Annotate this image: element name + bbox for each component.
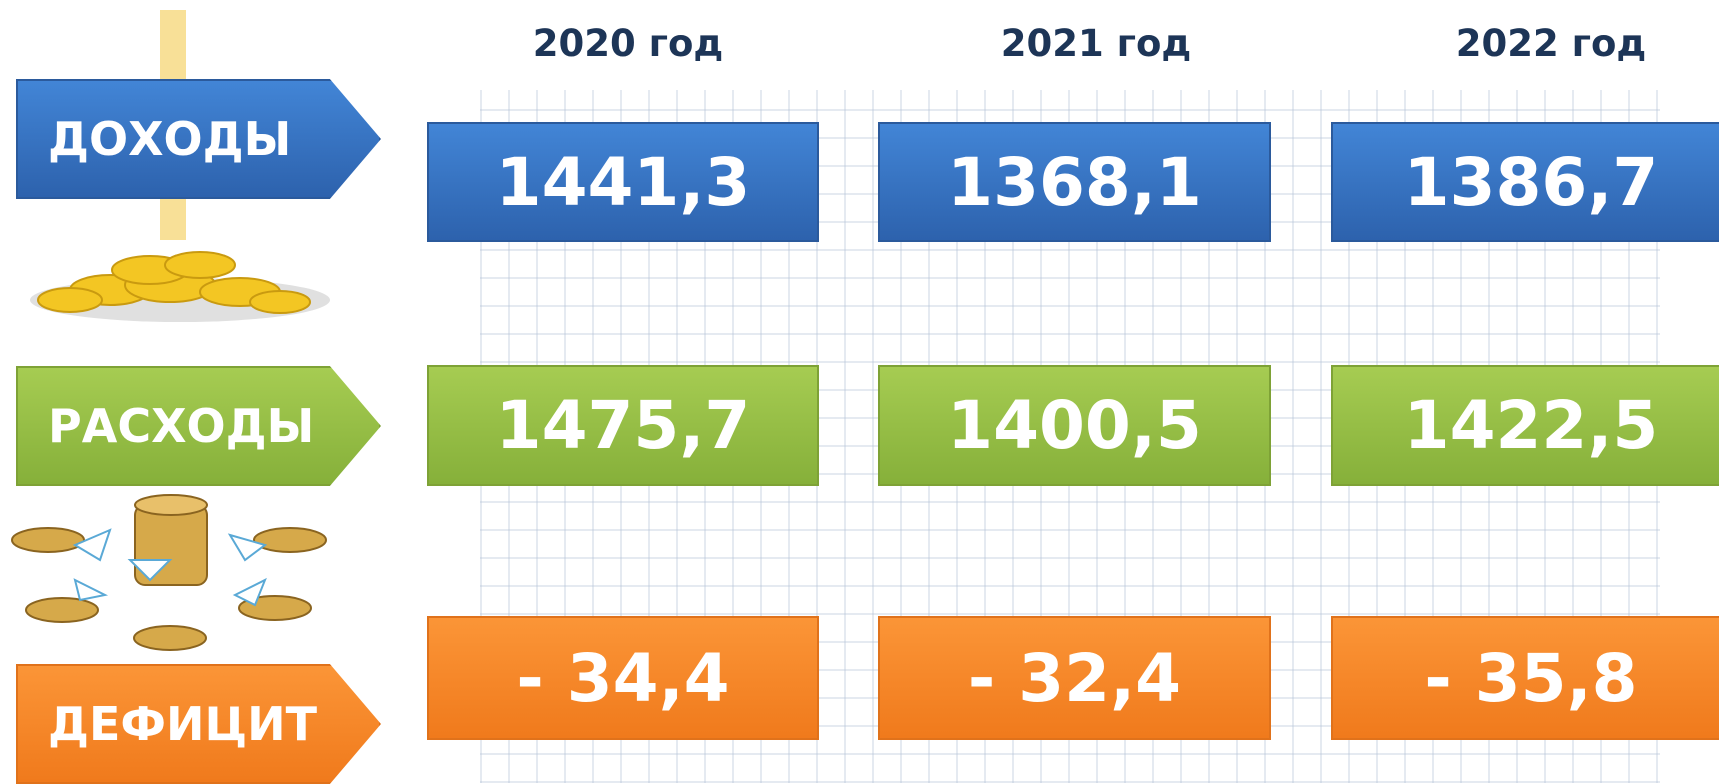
coin-illustrations — [11, 10, 330, 651]
flow-arrows — [72, 528, 268, 607]
year-header: 2022 год — [1455, 22, 1647, 65]
year-header: 2020 год — [532, 22, 724, 65]
value-box: 1386,7 — [1331, 122, 1719, 242]
coin-pile — [30, 251, 330, 322]
value-box: - 34,4 — [427, 616, 819, 740]
row-label: РАСХОДЫ — [16, 366, 381, 486]
year-header: 2021 год — [1000, 22, 1192, 65]
coin-stacks — [11, 494, 327, 651]
value-box: - 32,4 — [878, 616, 1271, 740]
value-box: 1441,3 — [427, 122, 819, 242]
row-label: ДОХОДЫ — [16, 79, 381, 199]
value-box: 1368,1 — [878, 122, 1271, 242]
value-box: 1475,7 — [427, 365, 819, 486]
row-label: ДЕФИЦИТ — [16, 664, 381, 784]
value-box: - 35,8 — [1331, 616, 1719, 740]
value-box: 1422,5 — [1331, 365, 1719, 486]
value-box: 1400,5 — [878, 365, 1271, 486]
